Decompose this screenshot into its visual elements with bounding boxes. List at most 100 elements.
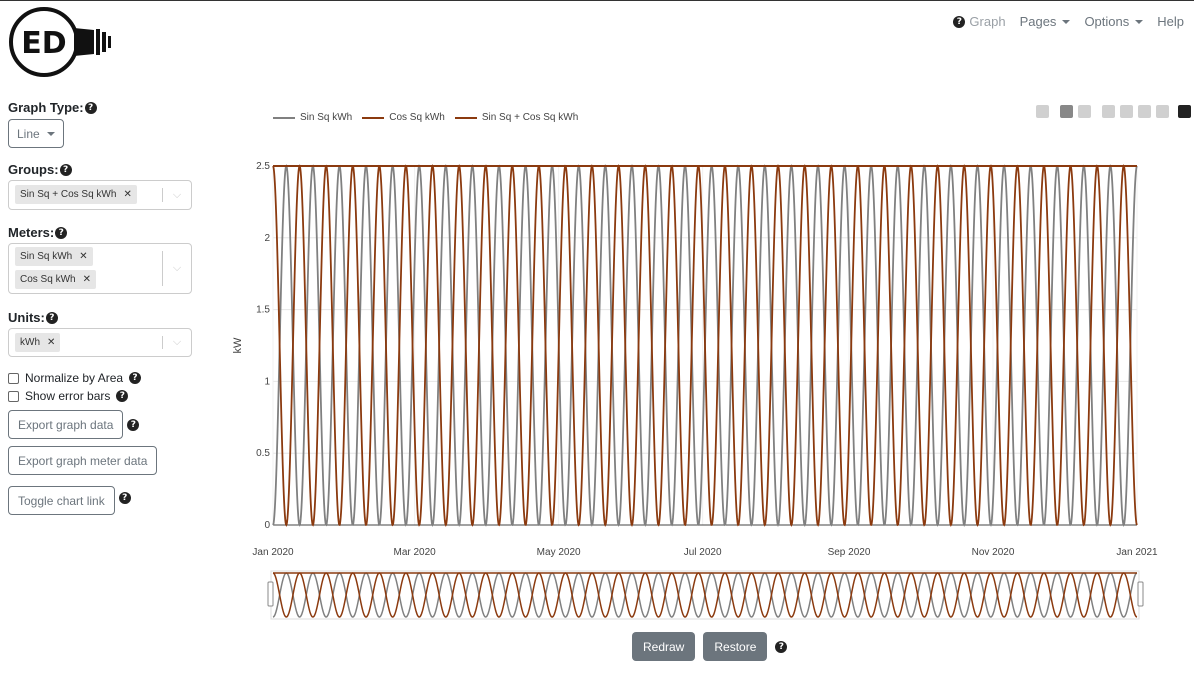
caret-down-icon xyxy=(46,131,55,136)
legend-item[interactable]: Cos Sq kWh xyxy=(362,112,445,123)
normalize-checkbox[interactable] xyxy=(8,372,19,384)
top-nav: ? Graph Pages Options Help xyxy=(953,14,1184,29)
chevron-down-icon[interactable]: ⌵ xyxy=(172,262,182,274)
normalize-label: Normalize by Area xyxy=(25,371,124,385)
help-icon[interactable]: ? xyxy=(55,226,68,239)
range-slider-handle-left[interactable] xyxy=(267,581,274,607)
toggle-chart-link-button[interactable]: Toggle chart link xyxy=(8,486,115,515)
meter-chip-label: Cos Sq kWh xyxy=(20,274,76,285)
graph-type-value: Line xyxy=(17,126,40,141)
meter-chip: Sin Sq kWh ✕ xyxy=(15,247,93,266)
x-tick-label: Jan 2021 xyxy=(1116,547,1158,558)
range-slider-handle-right[interactable] xyxy=(1137,581,1144,607)
chevron-down-icon[interactable]: ⌵ xyxy=(172,188,182,201)
x-tick-label: Jul 2020 xyxy=(684,547,722,558)
group-chip: Sin Sq + Cos Sq kWh ✕ xyxy=(15,185,137,204)
chart-container: Sin Sq kWh Cos Sq kWh Sin Sq + Cos Sq kW… xyxy=(225,101,1194,620)
reset-axes-icon[interactable] xyxy=(1156,105,1169,118)
y-axis-label: kW xyxy=(232,337,244,354)
meters-select[interactable]: Sin Sq kWh ✕ Cos Sq kWh ✕ ⌵ xyxy=(8,243,192,294)
x-tick-label: Jan 2020 xyxy=(252,547,294,558)
help-icon[interactable]: ? xyxy=(45,311,58,324)
restore-button[interactable]: Restore xyxy=(703,632,768,661)
meter-chip-label: Sin Sq kWh xyxy=(20,251,73,262)
unit-chip: kWh ✕ xyxy=(15,333,61,352)
groups-select[interactable]: Sin Sq + Cos Sq kWh ✕ ⌵ xyxy=(8,180,192,210)
nav-help-label: Help xyxy=(1157,14,1184,29)
help-icon[interactable]: ? xyxy=(116,390,129,402)
remove-icon[interactable]: ✕ xyxy=(82,274,91,285)
y-tick-label: 1 xyxy=(264,376,270,387)
nav-graph[interactable]: ? Graph xyxy=(953,14,1006,29)
normalize-row: Normalize by Area ? xyxy=(8,369,198,387)
zoom-in-icon[interactable] xyxy=(1102,105,1115,118)
error-bars-row: Show error bars ? xyxy=(8,387,198,405)
legend-item[interactable]: Sin Sq + Cos Sq kWh xyxy=(454,112,579,123)
logo-text: ED xyxy=(21,26,66,61)
x-tick-label: Mar 2020 xyxy=(394,547,437,558)
graph-type-label: Graph Type: ? xyxy=(8,100,198,115)
range-slider-cos-sq xyxy=(272,572,1138,618)
help-icon[interactable]: ? xyxy=(59,163,72,176)
autoscale-icon[interactable] xyxy=(1138,105,1151,118)
nav-options-dropdown[interactable]: Options xyxy=(1084,14,1144,29)
error-bars-label: Show error bars xyxy=(25,389,111,403)
help-icon[interactable]: ? xyxy=(129,372,142,384)
line-chart[interactable]: 0 0.5 1 1.5 2 2.5 Jan 2020 Mar 2020 May 2020 Jul … xyxy=(225,101,1194,626)
graph-type-label-text: Graph Type: xyxy=(8,100,84,115)
meters-label: Meters: ? xyxy=(8,225,198,240)
units-label-text: Units: xyxy=(8,310,45,325)
nav-help[interactable]: Help xyxy=(1157,14,1184,29)
groups-label-text: Groups: xyxy=(8,162,59,177)
chevron-down-icon[interactable]: ⌵ xyxy=(172,336,182,348)
help-icon[interactable]: ? xyxy=(775,640,788,653)
meters-label-text: Meters: xyxy=(8,225,55,240)
legend-item[interactable]: Sin Sq kWh xyxy=(273,112,352,123)
units-label: Units: ? xyxy=(8,310,198,325)
unit-chip-label: kWh xyxy=(20,337,40,348)
y-tick-label: 1.5 xyxy=(256,305,270,316)
nav-options-label: Options xyxy=(1084,14,1130,29)
x-tick-label: May 2020 xyxy=(537,547,581,558)
export-meter-data-button[interactable]: Export graph meter data xyxy=(8,446,158,475)
help-icon[interactable]: ? xyxy=(84,101,97,114)
legend-swatch xyxy=(273,116,295,119)
redraw-button[interactable]: Redraw xyxy=(632,632,696,661)
chart-modebar xyxy=(1036,105,1191,118)
y-tick-label: 0 xyxy=(264,520,270,531)
y-tick-label: 0.5 xyxy=(256,448,270,459)
units-select[interactable]: kWh ✕ ⌵ xyxy=(8,328,192,357)
ed-logo: ED xyxy=(9,7,111,77)
y-tick-label: 2.5 xyxy=(256,161,270,172)
help-icon[interactable]: ? xyxy=(118,492,131,504)
legend-label: Sin Sq kWh xyxy=(300,112,353,123)
help-icon: ? xyxy=(953,15,966,28)
legend-swatch xyxy=(454,116,477,119)
export-graph-data-button[interactable]: Export graph data xyxy=(8,410,124,439)
chart-controls: Redraw Restore ? xyxy=(632,632,788,661)
series-line-cos-sq xyxy=(272,164,1138,527)
meter-chip: Cos Sq kWh ✕ xyxy=(15,270,96,289)
legend-swatch xyxy=(362,116,385,119)
nav-pages-dropdown[interactable]: Pages xyxy=(1020,14,1071,29)
graph-type-dropdown[interactable]: Line xyxy=(8,119,64,148)
group-chip-label: Sin Sq + Cos Sq kWh xyxy=(20,189,117,200)
groups-label: Groups: ? xyxy=(8,162,198,177)
remove-icon[interactable]: ✕ xyxy=(79,251,88,262)
zoom-out-icon[interactable] xyxy=(1120,105,1133,118)
x-tick-label: Sep 2020 xyxy=(828,547,871,558)
camera-icon[interactable] xyxy=(1036,105,1049,118)
chart-legend: Sin Sq kWh Cos Sq kWh Sin Sq + Cos Sq kW… xyxy=(273,112,578,123)
help-icon[interactable]: ? xyxy=(127,419,140,431)
legend-label: Sin Sq + Cos Sq kWh xyxy=(481,112,579,123)
y-tick-label: 2 xyxy=(264,233,270,244)
caret-down-icon xyxy=(1135,19,1144,24)
remove-icon[interactable]: ✕ xyxy=(123,189,132,200)
error-bars-checkbox[interactable] xyxy=(8,390,19,402)
remove-icon[interactable]: ✕ xyxy=(47,337,56,348)
pan-icon[interactable] xyxy=(1078,105,1091,118)
plotly-logo-icon[interactable] xyxy=(1178,105,1191,118)
zoom-icon[interactable] xyxy=(1060,105,1073,118)
sidebar: Graph Type: ? Line Groups: ? Sin Sq + Co… xyxy=(8,100,198,515)
nav-graph-label: Graph xyxy=(969,14,1006,29)
